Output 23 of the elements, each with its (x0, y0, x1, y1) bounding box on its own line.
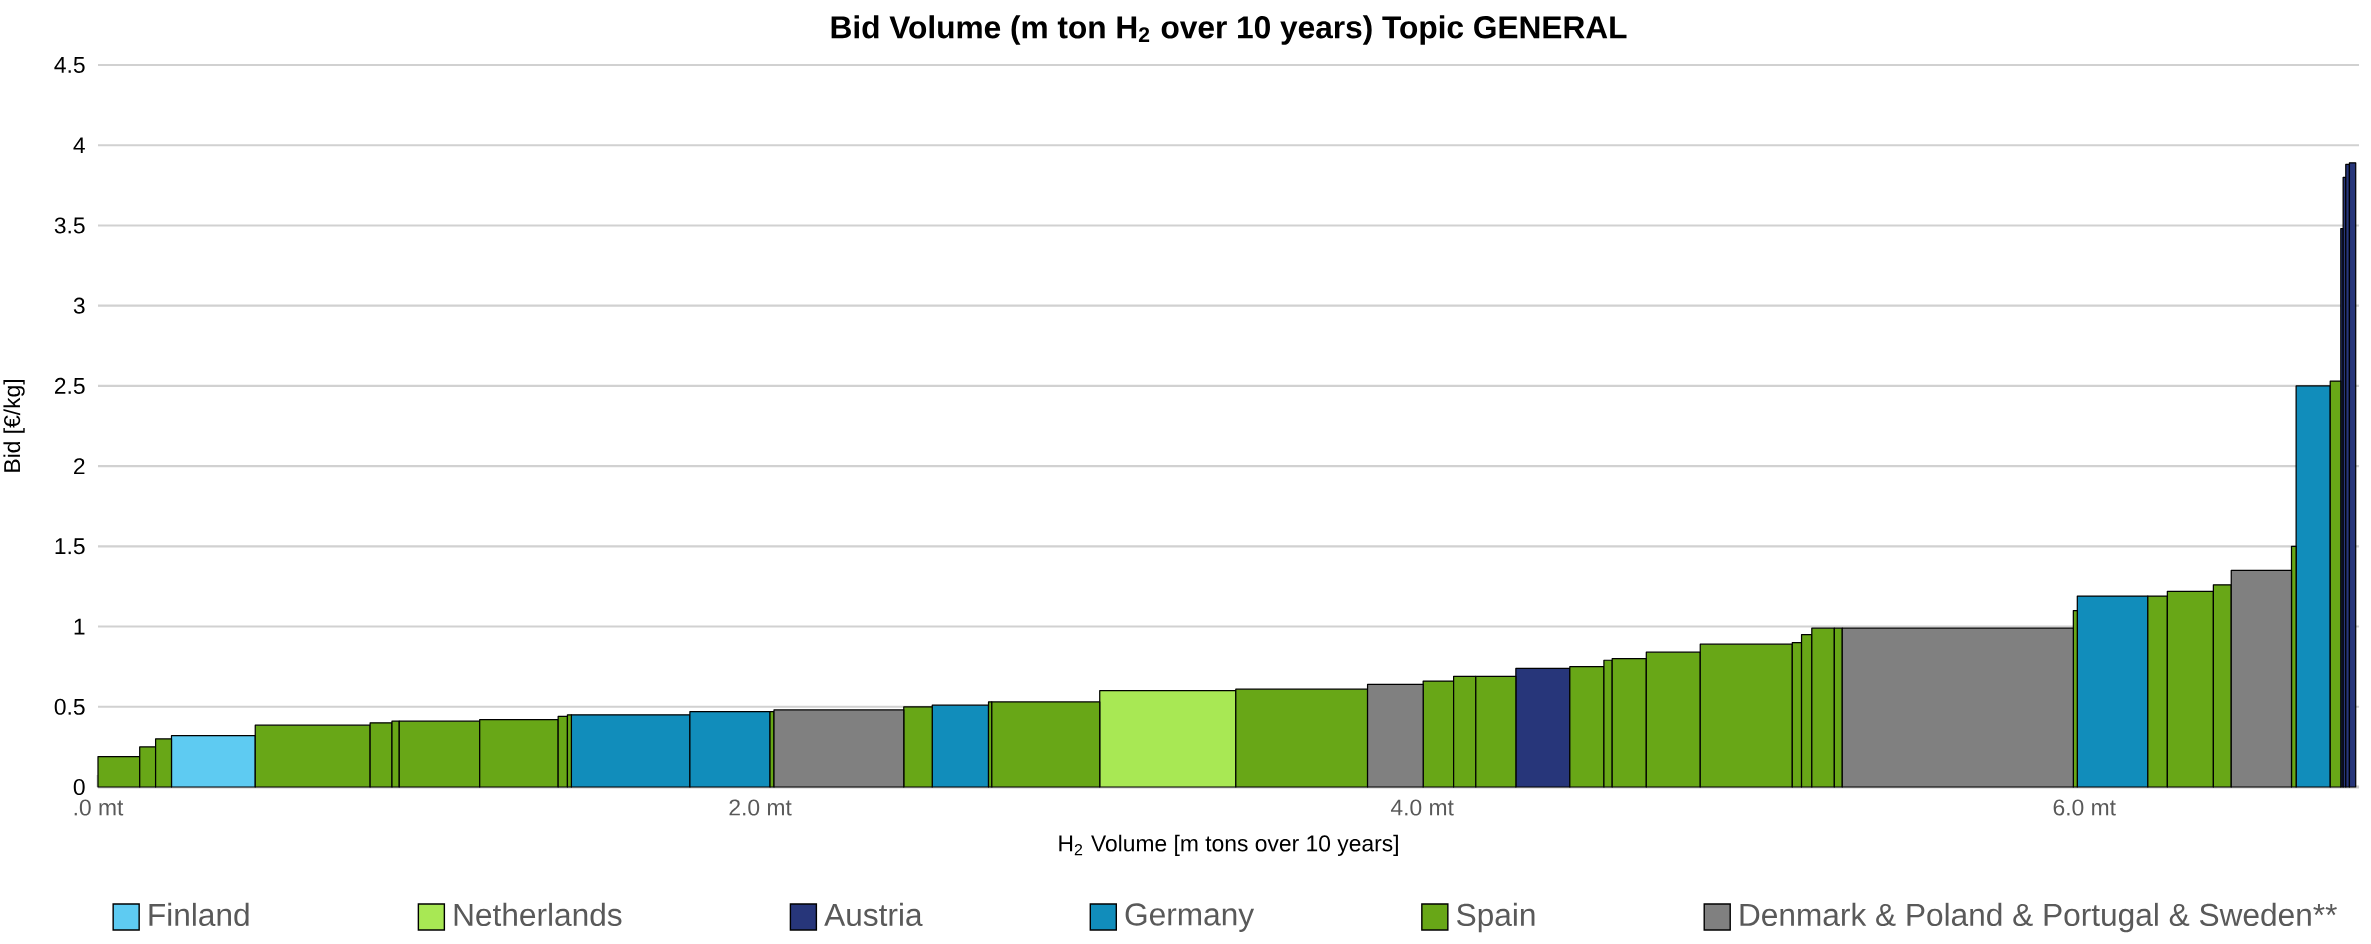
legend-label: Austria (824, 902, 923, 927)
y-axis-title: Bid [€/kg] (3, 380, 25, 472)
legend-label: Netherlands (454, 902, 622, 927)
y-tick-label: 4 (73, 137, 85, 154)
y-tick-label: 1 (74, 618, 85, 635)
legend-label: Germany (1125, 903, 1255, 932)
legend-label: Spain (1457, 902, 1535, 933)
legend-label: Finland (149, 902, 249, 927)
legend-label: Denmark & Poland & Portugal & Sweden** (1740, 902, 2337, 933)
y-tick-label: 2.5 (54, 377, 85, 394)
x-axis-title: H$_{2}$ Volume [m tons over 10 years] (1059, 834, 1398, 857)
x-tick-label: 6.0 mt (2053, 799, 2116, 816)
x-tick-label: 4.0 mt (1390, 799, 1454, 816)
x-tick-label: 2.0 mt (729, 799, 792, 816)
y-tick-label: 1.5 (55, 538, 85, 555)
y-tick-label: 3 (73, 297, 85, 314)
y-tick-label: 3.5 (54, 217, 85, 234)
y-tick-label: 0.5 (54, 698, 85, 715)
y-tick-label: 4.5 (54, 57, 85, 73)
y-tick-label: 0 (73, 778, 85, 796)
x-tick-label: .0 mt (74, 799, 124, 816)
chart-title: Bid Volume (m ton H$_{2}$ over 10 years) Topic GENERAL (831, 15, 1627, 45)
y-tick-label: 2 (74, 458, 85, 475)
